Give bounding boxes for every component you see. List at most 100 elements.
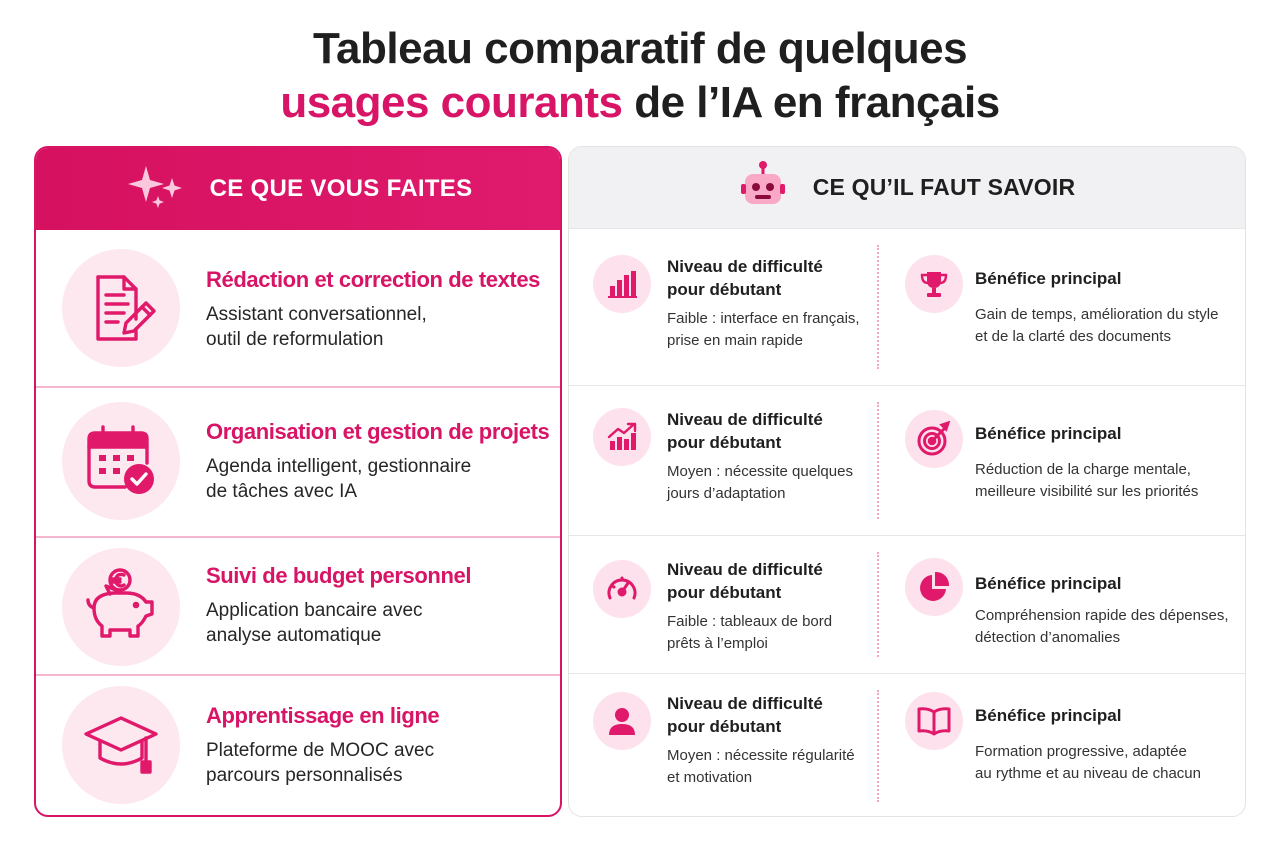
open-book-icon — [905, 692, 963, 750]
difficulty-cell: Niveau de difficulté pour débutant Moyen… — [569, 386, 877, 535]
pie-chart-icon — [905, 558, 963, 616]
benefit-desc-line: meilleure visibilité sur les priorités — [975, 483, 1199, 500]
difficulty-title-line: Niveau de difficulté — [667, 410, 823, 429]
table-row: Niveau de difficulté pour débutant Moyen… — [569, 385, 1245, 535]
difficulty-title-line: pour débutant — [667, 717, 782, 736]
difficulty-title-line: pour débutant — [667, 583, 782, 602]
list-item: Suivi de budget personnel Application ba… — [36, 536, 560, 674]
table-row: Niveau de difficulté pour débutant Moyen… — [569, 673, 1245, 816]
benefit-desc: Formation progressive, adaptée au rythme… — [975, 741, 1241, 785]
row-desc-line: Application bancaire avec — [206, 600, 423, 621]
left-header: CE QUE VOUS FAITES — [36, 148, 560, 230]
title-line-1: Tableau comparatif de quelques — [312, 24, 968, 73]
benefit-desc: Compréhension rapide des dépenses, détec… — [975, 605, 1241, 649]
difficulty-desc-line: jours d’adaptation — [667, 485, 786, 502]
benefit-title: Bénéfice principal — [975, 269, 1122, 288]
right-header-label: CE QU’IL FAUT SAVOIR — [812, 174, 1076, 200]
difficulty-desc-line: prêts à l’emploi — [667, 635, 768, 652]
difficulty-desc: Moyen : nécessite régularité et motivati… — [667, 745, 871, 789]
difficulty-cell: Niveau de difficulté pour débutant Faibl… — [569, 229, 877, 385]
right-header: CE QU’IL FAUT SAVOIR — [569, 147, 1245, 229]
row-desc-line: de tâches avec IA — [206, 481, 358, 502]
difficulty-title: Niveau de difficulté pour débutant — [667, 255, 871, 301]
difficulty-desc: Moyen : nécessite quelques jours d’adapt… — [667, 461, 871, 505]
benefit-title: Bénéfice principal — [975, 424, 1122, 443]
trending-up-icon — [593, 408, 651, 466]
title-rest: de l’IA en français — [622, 78, 1000, 127]
benefit-desc: Gain de temps, amélioration du style et … — [975, 304, 1241, 348]
row-desc: Assistant conversationnel, outil de refo… — [206, 302, 550, 352]
left-header-label: CE QUE VOUS FAITES — [209, 175, 473, 202]
benefit-title: Bénéfice principal — [975, 706, 1122, 725]
dotted-separator — [877, 552, 879, 657]
difficulty-cell: Niveau de difficulté pour débutant Faibl… — [569, 536, 877, 673]
benefit-cell: Bénéfice principal Compréhension rapide … — [879, 536, 1245, 673]
difficulty-title-line: pour débutant — [667, 433, 782, 452]
difficulty-desc-line: et motivation — [667, 769, 753, 786]
benefit-cell: Bénéfice principal Formation progressive… — [879, 674, 1245, 816]
benefit-cell: Bénéfice principal Réduction de la charg… — [879, 386, 1245, 535]
page-title: Tableau comparatif de quelques usages co… — [0, 22, 1280, 130]
difficulty-cell: Niveau de difficulté pour débutant Moyen… — [569, 674, 877, 816]
right-panel: CE QU’IL FAUT SAVOIR Niveau de difficult… — [568, 146, 1246, 817]
row-desc-line: outil de reformulation — [206, 329, 384, 350]
document-pencil-icon — [62, 249, 180, 367]
benefit-desc-line: Réduction de la charge mentale, — [975, 461, 1191, 478]
row-desc: Application bancaire avec analyse automa… — [206, 598, 550, 648]
row-desc: Plateforme de MOOC avec parcours personn… — [206, 738, 550, 788]
difficulty-title: Niveau de difficulté pour débutant — [667, 692, 871, 738]
title-accent: usages courants — [280, 78, 623, 127]
right-body: Niveau de difficulté pour débutant Faibl… — [569, 229, 1245, 816]
title-line-2: usages courants de l’IA en français — [0, 76, 1280, 130]
calendar-check-icon — [62, 402, 180, 520]
benefit-desc: Réduction de la charge mentale, meilleur… — [975, 459, 1241, 503]
row-desc-line: Assistant conversationnel, — [206, 304, 427, 325]
table-row: Niveau de difficulté pour débutant Faibl… — [569, 535, 1245, 673]
trophy-icon — [905, 255, 963, 313]
piggy-bank-euro-icon — [62, 548, 180, 666]
sparkles-icon — [124, 162, 188, 217]
row-title: Rédaction et correction de textes — [206, 267, 541, 292]
difficulty-title-line: pour débutant — [667, 280, 782, 299]
benefit-desc-line: Gain de temps, amélioration du style — [975, 306, 1219, 323]
list-item: Apprentissage en ligne Plateforme de MOO… — [36, 674, 560, 815]
user-icon — [593, 692, 651, 750]
benefit-title: Bénéfice principal — [975, 574, 1122, 593]
dotted-separator — [877, 402, 879, 519]
dotted-separator — [877, 690, 879, 802]
graduation-cap-icon — [62, 686, 180, 804]
list-item: Rédaction et correction de textes Assist… — [36, 230, 560, 386]
difficulty-title: Niveau de difficulté pour débutant — [667, 558, 871, 604]
row-desc-line: analyse automatique — [206, 625, 382, 646]
difficulty-desc-line: Faible : interface en français, — [667, 310, 860, 327]
row-title: Suivi de budget personnel — [206, 563, 472, 588]
benefit-desc-line: détection d’anomalies — [975, 629, 1121, 646]
bar-chart-icon — [593, 255, 651, 313]
row-desc-line: parcours personnalisés — [206, 765, 403, 786]
dotted-separator — [877, 245, 879, 369]
target-icon — [905, 410, 963, 468]
difficulty-desc: Faible : interface en français, prise en… — [667, 308, 871, 352]
difficulty-desc-line: prise en main rapide — [667, 332, 803, 349]
benefit-desc-line: et de la clarté des documents — [975, 328, 1171, 345]
benefit-desc-line: Compréhension rapide des dépenses, — [975, 607, 1229, 624]
benefit-desc-line: Formation progressive, adaptée — [975, 743, 1187, 760]
difficulty-title-line: Niveau de difficulté — [667, 560, 823, 579]
table-row: Niveau de difficulté pour débutant Faibl… — [569, 229, 1245, 385]
difficulty-desc-line: Moyen : nécessite quelques — [667, 463, 853, 480]
difficulty-title: Niveau de difficulté pour débutant — [667, 408, 871, 454]
gauge-icon — [593, 560, 651, 618]
row-desc-line: Agenda intelligent, gestionnaire — [206, 456, 472, 477]
row-title: Apprentissage en ligne — [206, 703, 440, 728]
row-desc-line: Plateforme de MOOC avec — [206, 740, 435, 761]
difficulty-desc: Faible : tableaux de bord prêts à l’empl… — [667, 611, 871, 655]
benefit-desc-line: au rythme et au niveau de chacun — [975, 765, 1201, 782]
difficulty-desc-line: Faible : tableaux de bord — [667, 613, 833, 630]
difficulty-title-line: Niveau de difficulté — [667, 694, 823, 713]
left-panel: CE QUE VOUS FAITES Rédaction et corre — [34, 146, 562, 817]
benefit-cell: Bénéfice principal Gain de temps, amélio… — [879, 229, 1245, 385]
difficulty-title-line: Niveau de difficulté — [667, 257, 823, 276]
row-title: Organisation et gestion de projets — [206, 419, 550, 444]
row-desc: Agenda intelligent, gestionnaire de tâch… — [206, 454, 550, 504]
list-item: Organisation et gestion de projets Agend… — [36, 386, 560, 536]
